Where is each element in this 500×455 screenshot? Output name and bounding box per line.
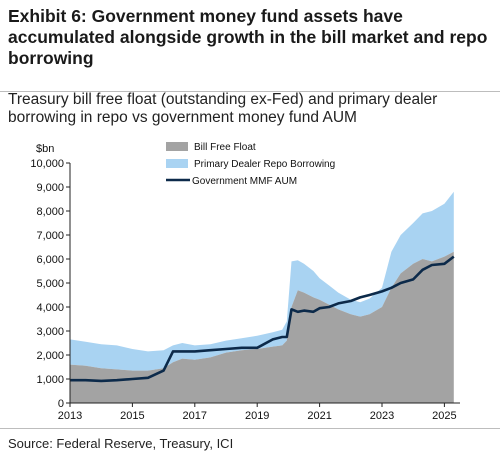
y-tick-label: 1,000 — [36, 374, 64, 386]
x-tick-label: 2025 — [432, 410, 456, 422]
bill-free-float-area — [70, 251, 454, 403]
y-tick-label: 6,000 — [36, 254, 64, 266]
legend-swatch-repo-borrowing — [166, 159, 188, 168]
x-tick-label: 2017 — [183, 410, 207, 422]
legend-label-government-mmf-aum: Government MMF AUM — [192, 176, 297, 187]
legend: Bill Free Float Primary Dealer Repo Borro… — [166, 142, 335, 187]
legend-label-bill-free-float: Bill Free Float — [194, 142, 256, 153]
axes: 0 1,000 2,000 3,000 4,000 5,000 6,000 7,000 8,00… — [30, 158, 460, 422]
y-tick-label: 3,000 — [36, 326, 64, 338]
unit-label: $bn — [36, 143, 54, 155]
source-note: Source: Federal Reserve, Treasury, ICI — [8, 436, 234, 451]
chart-subtitle: Treasury bill free float (outstanding ex… — [8, 91, 438, 126]
chart: $bn 0 1,000 2,000 3,000 4,000 5,000 6,000 7,000… — [30, 142, 460, 422]
chart-title: Exhibit 6: Government money fund assets … — [8, 6, 488, 68]
y-tick-label: 5,000 — [36, 278, 64, 290]
y-tick-label: 9,000 — [36, 182, 64, 194]
plot-areas — [70, 191, 455, 403]
government-mmf-aum-line — [70, 255, 455, 383]
y-tick-label: 4,000 — [36, 302, 64, 314]
x-tick-label: 2021 — [307, 410, 331, 422]
x-tick-label: 2019 — [245, 410, 269, 422]
x-tick-label: 2015 — [120, 410, 144, 422]
legend-label-repo-borrowing: Primary Dealer Repo Borrowing — [194, 159, 335, 170]
x-tick-label: 2013 — [58, 410, 82, 422]
y-tick-label: 7,000 — [36, 230, 64, 242]
legend-swatch-bill-free-float — [166, 142, 188, 151]
y-tick-label: 2,000 — [36, 350, 64, 362]
title-divider — [0, 91, 500, 92]
y-tick-label: 10,000 — [30, 158, 64, 170]
y-tick-label: 0 — [58, 398, 64, 410]
x-tick-label: 2023 — [370, 410, 394, 422]
footer-divider — [0, 428, 500, 429]
repo-borrowing-area — [70, 191, 454, 371]
y-tick-label: 8,000 — [36, 206, 64, 218]
